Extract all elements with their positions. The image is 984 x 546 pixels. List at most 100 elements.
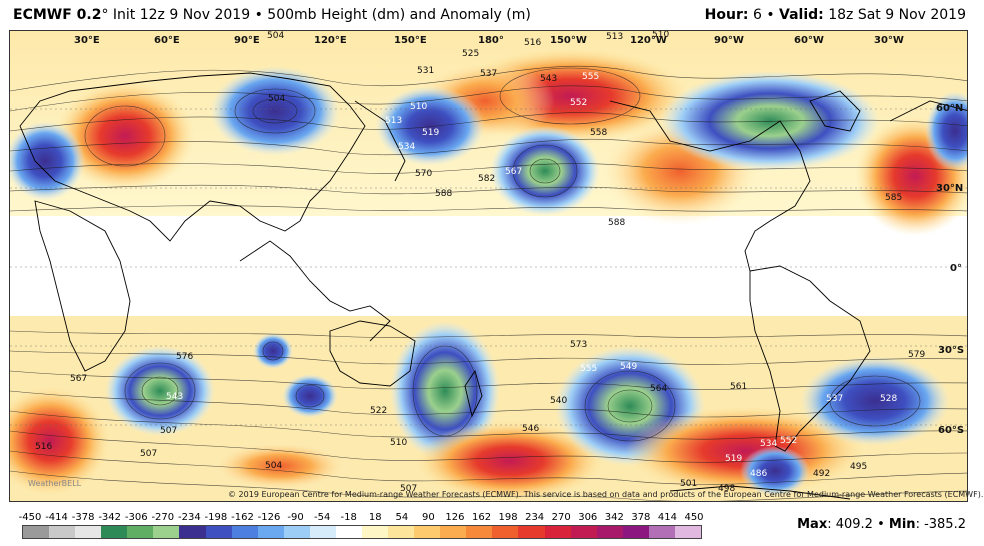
colorbar-tick-labels: -450 -414 -378 -342 -306 -270 -234 -198 -162 -126…: [19, 512, 704, 524]
contour-label: 579: [908, 350, 925, 360]
contour-label: 558: [590, 128, 607, 138]
max-label: Max: [797, 517, 828, 532]
min-value: -385.2: [924, 517, 966, 532]
contour-label: 498: [718, 484, 735, 494]
contour-label: 531: [417, 66, 434, 76]
lon-label: 90°W: [714, 35, 744, 46]
contour-label: 546: [522, 424, 539, 434]
contour-label: 537: [826, 394, 843, 404]
colorbar-tick-label: 198: [498, 512, 518, 523]
colorbar-tick-label: -306: [124, 512, 148, 523]
colorbar-swatch: [283, 526, 310, 538]
lon-label: 60°E: [154, 35, 180, 46]
latitude-labels: 60°N 30°N 0° 30°S 60°S: [936, 103, 964, 436]
stats-separator: •: [877, 517, 885, 532]
contour-label: 555: [582, 72, 599, 82]
contour-label: 519: [422, 128, 439, 138]
colorbar-swatch: [127, 526, 154, 538]
colorbar-tick-label: 414: [657, 512, 677, 523]
height-contours: [10, 65, 967, 501]
coastlines: [19, 72, 967, 500]
colorbar-swatch: [518, 526, 545, 538]
contour-label: 501: [680, 479, 697, 489]
max-value: 409.2: [835, 517, 873, 532]
colorbar-swatch: [414, 526, 441, 538]
contour-label: 576: [176, 352, 193, 362]
colorbar-tick-label: 306: [578, 512, 598, 523]
colorbar-tick-label: -126: [257, 512, 281, 523]
lon-label: 150°E: [394, 35, 427, 46]
colorbar-tick-label: 126: [445, 512, 465, 523]
lat-label: 30°N: [936, 183, 963, 194]
contour-label: 534: [760, 439, 777, 449]
colorbar-swatch: [362, 526, 389, 538]
contour-label: 543: [540, 74, 557, 84]
contour-label: 567: [505, 167, 522, 177]
colorbar-swatches: [22, 525, 702, 539]
chart-title: ECMWF 0.2° Init 12z 9 Nov 2019 • 500mb H…: [13, 7, 531, 23]
colorbar-swatch: [544, 526, 571, 538]
contour-label: 516: [35, 442, 52, 452]
init-time: Init 12z 9 Nov 2019: [112, 7, 251, 23]
map-canvas: 30°E 60°E 90°E 120°E 150°E 180° 150°W 12…: [10, 31, 967, 501]
contour-label: 504: [265, 461, 282, 471]
contour-label: 528: [880, 394, 897, 404]
colorbar-tick-label: 270: [551, 512, 571, 523]
contour-label: 555: [580, 364, 597, 374]
valid-value: 18z Sat 9 Nov 2019: [828, 7, 966, 23]
contour-label: 507: [400, 484, 417, 494]
colorbar-swatch: [466, 526, 493, 538]
lon-label: 90°E: [234, 35, 260, 46]
contour-label: 588: [435, 189, 452, 199]
contour-label: 504: [267, 31, 284, 41]
contour-label: 588: [608, 218, 625, 228]
colorbar-swatch: [231, 526, 258, 538]
contour-label: 537: [480, 69, 497, 79]
contour-label: 525: [462, 49, 479, 59]
contour-label: 564: [650, 384, 667, 394]
colorbar-tick-label: -90: [287, 512, 304, 523]
colorbar-tick-label: 162: [471, 512, 492, 523]
colorbar-tick-label: -378: [71, 512, 95, 523]
contour-label: 495: [850, 462, 867, 472]
contour-label: 504: [268, 94, 285, 104]
colorbar-legend: -450 -414 -378 -342 -306 -270 -234 -198 -162 -126…: [19, 512, 704, 542]
lat-label: 60°N: [936, 103, 963, 114]
hour-label: Hour:: [704, 7, 749, 23]
colorbar-tick-label: -414: [45, 512, 68, 523]
contour-label: 510: [410, 102, 427, 112]
lat-label: 0°: [950, 263, 962, 274]
colorbar-tick-label: 90: [422, 512, 435, 523]
copyright-notice: © 2019 European Centre for Medium-range …: [228, 490, 984, 499]
contour-label: 486: [750, 469, 767, 479]
colorbar-swatch: [309, 526, 336, 538]
colorbar-swatch: [492, 526, 519, 538]
lon-label: 120°W: [630, 35, 667, 46]
model-name: ECMWF 0.2: [13, 7, 102, 23]
longitude-labels: 30°E 60°E 90°E 120°E 150°E 180° 150°W 12…: [74, 35, 904, 46]
lon-label: 120°E: [314, 35, 347, 46]
contour-label: 582: [478, 174, 495, 184]
colorbar-swatch: [75, 526, 102, 538]
lat-label: 30°S: [938, 345, 964, 356]
colorbar-tick-label: -18: [340, 512, 357, 523]
contour-label: 540: [550, 396, 567, 406]
contour-label: 552: [780, 436, 797, 446]
header-bar: ECMWF 0.2° Init 12z 9 Nov 2019 • 500mb H…: [0, 0, 984, 30]
lat-label: 60°S: [938, 425, 964, 436]
colorbar-tick-label: 234: [525, 512, 545, 523]
contour-label: 549: [620, 362, 637, 372]
colorbar-tick-label: -234: [178, 512, 201, 523]
valid-label: Valid:: [779, 7, 824, 23]
lon-label: 180°: [478, 35, 504, 46]
min-label: Min: [888, 517, 916, 532]
valid-time-info: Hour: 6 • Valid: 18z Sat 9 Nov 2019: [705, 7, 966, 23]
contour-value-labels: 504 516 513 510 525 531 537 543 555 552 …: [35, 31, 925, 494]
contour-label: 513: [385, 116, 402, 126]
colorbar-swatch: [388, 526, 415, 538]
colorbar-tick-label: -342: [98, 512, 122, 523]
contour-label: 507: [140, 449, 157, 459]
colorbar-swatch: [101, 526, 128, 538]
lon-label: 30°E: [74, 35, 100, 46]
watermark-logo: WeatherBELL: [28, 479, 82, 488]
